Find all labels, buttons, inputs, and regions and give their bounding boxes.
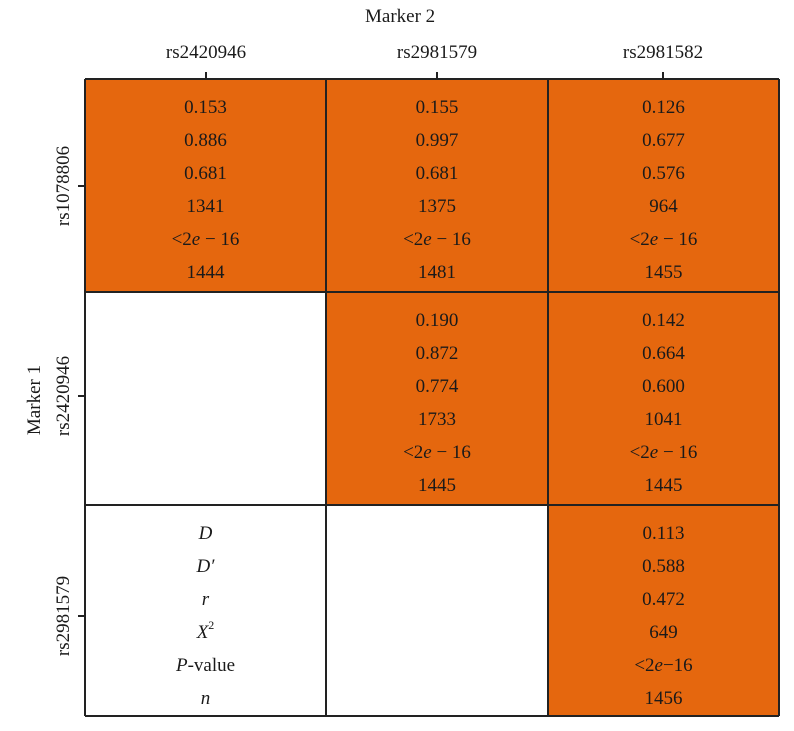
cell-value-d: 0.155 [415,97,459,118]
grid-line-vertical [84,79,86,716]
legend-label: D′ [196,556,215,577]
ld-cell: 0.126 0.677 0.576 964 <2e − 16 1455 [548,79,779,292]
row-label: rs1078806 [53,145,74,227]
cell-value-d: 0.142 [642,310,685,331]
cell-value-r: 0.681 [415,163,459,184]
cell-value-r: 0.576 [642,163,685,184]
column-tick [205,72,207,79]
cell-values: 0.142 0.664 0.600 1041 <2e − 16 1445 [548,304,779,502]
cell-value-p: <2e − 16 [629,229,698,250]
ld-cell: 0.155 0.997 0.681 1375 <2e − 16 1481 [326,79,548,292]
cell-value-p: <2e − 16 [403,442,471,463]
cell-value-dprime: 0.677 [642,130,685,151]
cell-value-x2: 964 [649,196,678,217]
column-label: rs2981582 [622,42,704,63]
cell-value-p: <2e − 16 [403,229,471,250]
cell-value-d: 0.126 [642,97,685,118]
cell-value-n: 1455 [644,262,683,283]
ld-cell: 0.142 0.664 0.600 1041 <2e − 16 1445 [548,292,779,505]
row-tick [78,395,85,397]
grid-line-horizontal [85,504,779,506]
cell-value-p: <2e−16 [634,655,693,676]
ld-cell: 0.190 0.872 0.774 1733 <2e − 16 1445 [326,292,548,505]
statistics-legend: D D′ r X2 P-value n [85,517,326,715]
cell-value-r: 0.681 [184,163,227,184]
cell-value-p: <2e − 16 [629,442,698,463]
grid-line-horizontal [85,715,779,717]
cell-value-r: 0.774 [415,376,459,397]
cell-value-x2: 1341 [186,196,225,217]
grid-line-horizontal [85,291,779,293]
cell-value-d: 0.190 [415,310,459,331]
legend-label: r [201,589,210,610]
empty-cell [326,505,548,716]
grid-line-horizontal [85,78,779,80]
cell-value-n: 1456 [644,688,683,709]
cell-values: 0.126 0.677 0.576 964 <2e − 16 1455 [548,91,779,289]
cell-value-dprime: 0.664 [642,343,685,364]
grid-line-vertical [778,79,780,716]
cell-value-x2: 1375 [418,196,456,217]
cell-value-r: 0.600 [642,376,685,397]
cell-value-p: <2e − 16 [171,229,240,250]
cell-value-x2: 649 [649,622,678,643]
cell-value-dprime: 0.997 [415,130,459,151]
column-label: rs2981579 [396,42,478,63]
legend-label: X2 [196,618,215,643]
cell-value-dprime: 0.588 [642,556,685,577]
cell-value-r: 0.472 [642,589,685,610]
cell-value-x2: 1733 [418,409,456,430]
row-axis-title: Marker 1 [24,364,45,436]
cell-value-d: 0.113 [642,523,685,544]
cell-value-n: 1444 [186,262,225,283]
column-tick [662,72,664,79]
ld-cell: 0.113 0.588 0.472 649 <2e−16 1456 [548,505,779,716]
cell-value-dprime: 0.886 [184,130,227,151]
cell-value-n: 1445 [418,475,456,496]
column-tick [436,72,438,79]
row-label: rs2981579 [53,575,74,657]
cell-value-n: 1445 [644,475,683,496]
cell-value-dprime: 0.872 [415,343,459,364]
cell-value-x2: 1041 [644,409,683,430]
row-tick [78,185,85,187]
column-axis-title: Marker 2 [365,6,436,27]
cell-values: 0.190 0.872 0.774 1733 <2e − 16 1445 [326,304,548,502]
empty-cell: D D′ r X2 P-value n [85,505,326,716]
cell-values: 0.155 0.997 0.681 1375 <2e − 16 1481 [326,91,548,289]
cell-value-n: 1481 [418,262,456,283]
row-label: rs2420946 [53,355,74,437]
empty-cell [85,292,326,505]
legend-label: D [198,523,213,544]
cell-values: 0.153 0.886 0.681 1341 <2e − 16 1444 [85,91,326,289]
legend-label: n [200,688,211,709]
row-tick [78,615,85,617]
grid-line-vertical [325,79,327,716]
legend-label: P-value [175,655,236,676]
cell-values: 0.113 0.588 0.472 649 <2e−16 1456 [548,517,779,715]
cell-value-d: 0.153 [184,97,227,118]
grid-line-vertical [547,79,549,716]
ld-cell: 0.153 0.886 0.681 1341 <2e − 16 1444 [85,79,326,292]
column-label: rs2420946 [165,42,247,63]
